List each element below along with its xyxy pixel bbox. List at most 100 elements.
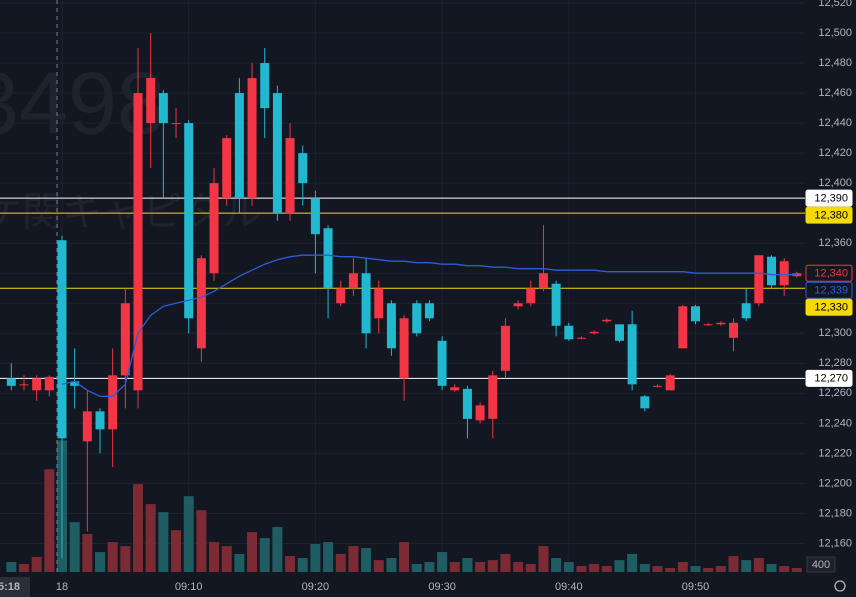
y-tick-label: 12,360 <box>818 237 852 249</box>
volume-bar <box>551 558 562 572</box>
candle-body <box>57 240 67 439</box>
volume-bar <box>639 563 650 572</box>
candle-body <box>6 378 16 386</box>
y-tick-label: 12,280 <box>818 357 852 369</box>
candle-body <box>146 78 156 124</box>
candle-body <box>602 319 612 322</box>
price-tag-box <box>805 264 853 282</box>
y-tick-label: 12,400 <box>818 177 852 189</box>
candle-body <box>475 405 485 421</box>
y-tick-label: 12,460 <box>818 87 852 99</box>
volume-bar <box>665 567 676 572</box>
y-tick-label: 12,520 <box>818 0 852 9</box>
candle-body <box>703 324 713 326</box>
y-tick-label: 12,480 <box>818 57 852 69</box>
volume-bar <box>310 544 321 572</box>
vwap-line <box>61 254 797 397</box>
x-tick-label: 09:20 <box>302 581 330 593</box>
candle-body <box>108 375 118 430</box>
volume-bar <box>82 534 93 572</box>
price-tag-box <box>805 189 853 207</box>
candle-body <box>399 318 409 379</box>
volume-bar <box>373 560 384 572</box>
volume-bar <box>627 553 638 572</box>
candle-body <box>538 273 548 289</box>
volume-bar <box>424 562 435 572</box>
candle-body <box>247 78 257 199</box>
volume-bar <box>513 562 524 572</box>
volume-bar <box>323 542 334 572</box>
crosshair-time-box <box>0 577 30 597</box>
y-tick-label: 12,240 <box>818 417 852 429</box>
volume-bar <box>44 469 55 572</box>
volume-bar <box>741 560 752 572</box>
candle-body <box>640 396 650 409</box>
settings-button[interactable] <box>834 580 846 592</box>
volume-bar <box>614 560 625 572</box>
volume-bar <box>234 553 245 572</box>
candle-body <box>348 273 358 289</box>
volume-bar <box>525 563 536 572</box>
volume-bar <box>715 566 726 572</box>
candle-body <box>437 340 447 386</box>
volume-bar <box>196 510 207 572</box>
volume-bar <box>399 542 410 572</box>
candle-body <box>234 93 244 199</box>
volume-bar <box>209 542 220 572</box>
candle-body <box>767 256 777 286</box>
candle-body <box>336 288 346 304</box>
volume-bar <box>576 566 587 572</box>
volume-bar <box>133 484 144 572</box>
price-tag-label: 12,330 <box>814 302 848 314</box>
volume-bar <box>563 562 574 572</box>
price-tag-label: 12,380 <box>814 210 848 222</box>
candle-body <box>120 303 130 376</box>
candle-body <box>19 384 29 386</box>
candle-body <box>95 411 105 430</box>
candle-body <box>665 375 675 391</box>
volume-bar <box>221 546 232 572</box>
price-tag-box <box>805 281 853 299</box>
volume-bar <box>779 566 790 572</box>
crosshair-time-label: 5:18 <box>0 581 20 593</box>
candle-body <box>450 387 460 391</box>
candle-body <box>285 138 295 214</box>
volume-bar <box>6 562 17 572</box>
volume-tick-box <box>806 556 836 573</box>
volume-bar <box>285 556 296 572</box>
price-tag-label: 12,339 <box>814 285 848 297</box>
candle-body <box>386 303 396 349</box>
volume-bar <box>386 558 397 572</box>
candle-body <box>589 331 599 334</box>
volume-bar <box>601 566 612 572</box>
candle-body <box>627 324 637 385</box>
volume-bar <box>538 546 549 572</box>
candle-body <box>171 123 181 125</box>
candle-body <box>196 258 206 349</box>
candle-body <box>209 183 219 274</box>
x-tick-label: 18 <box>56 581 68 593</box>
volume-bar <box>411 563 422 572</box>
x-tick-label: 09:50 <box>682 581 710 593</box>
volume-bar <box>791 567 802 572</box>
volume-bar <box>171 530 182 572</box>
volume-bar <box>703 567 714 572</box>
candle-body <box>500 325 510 371</box>
candles-group <box>6 33 802 559</box>
volume-bar <box>652 566 663 572</box>
candle-body <box>488 375 498 419</box>
candle-body <box>678 306 688 349</box>
candle-body <box>729 322 739 338</box>
volume-group <box>6 440 802 572</box>
candle-body <box>158 93 168 124</box>
volume-bar <box>475 562 486 572</box>
volume-bar <box>500 553 511 572</box>
candle-body <box>614 324 624 341</box>
volume-bar <box>158 512 169 572</box>
candle-body <box>412 303 422 334</box>
volume-bar <box>247 532 258 572</box>
volume-bar <box>272 527 283 572</box>
candle-body <box>576 337 586 339</box>
y-tick-label: 12,500 <box>818 27 852 39</box>
